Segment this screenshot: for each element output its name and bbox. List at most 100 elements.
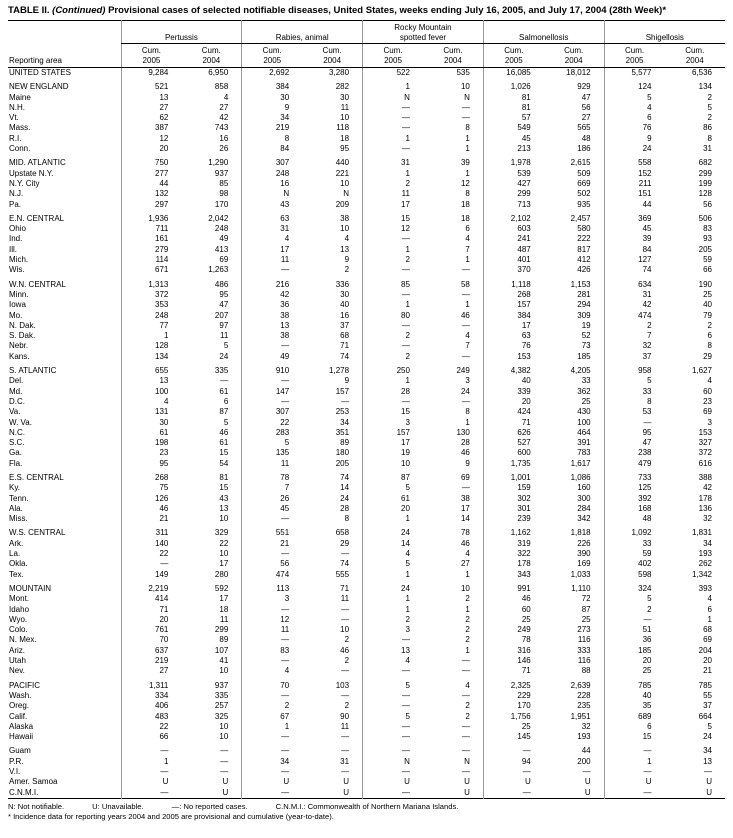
value-cell: 222 [577, 234, 591, 244]
value-cell: 18 [219, 604, 229, 614]
value-cell: 147 [241, 386, 303, 397]
value-cell: — [582, 767, 591, 776]
reporting-area-cell: Kans. [9, 351, 30, 361]
value-cell: 30 [340, 289, 350, 299]
spacer-cell [603, 209, 665, 214]
table-row: N.Y. City 44 85 16 10 2 12 427 669 211 199 [8, 178, 725, 190]
value-cell: 24 [362, 583, 423, 595]
reporting-area-cell: Vt. [9, 113, 19, 123]
value-cell: 180 [335, 448, 350, 458]
value-cell: — [241, 396, 303, 408]
value-cell: 2 [465, 614, 470, 624]
value-cell: 27 [120, 102, 182, 114]
spacer-cell [120, 154, 182, 159]
value-cell: 17 [362, 438, 423, 449]
value-cell: 324 [603, 583, 665, 595]
value-cell: 372 [120, 289, 182, 301]
spacer-cell [120, 362, 182, 367]
value-cell: — [220, 746, 229, 756]
reporting-area-cell: Ky. [9, 483, 20, 493]
value-cell: — [341, 690, 350, 700]
table-row: Utah 219 41 — 2 4 — 146 116 20 20 [8, 656, 725, 667]
value-cell: 93 [703, 234, 712, 244]
value-cell: 483 [120, 711, 182, 722]
spacer-cell [603, 78, 665, 83]
subheader-cell: Cum. 2005 [603, 43, 665, 68]
reporting-area-cell: PACIFIC [9, 680, 40, 690]
reporting-area-cell: C.N.M.I. [9, 787, 39, 797]
value-cell: 14 [362, 538, 423, 550]
spacer-cell [362, 524, 423, 529]
value-cell: 11 [219, 614, 229, 624]
value-cell: — [461, 113, 470, 123]
value-cell: 226 [577, 538, 591, 548]
table-title: TABLE II. (Continued) Provisional cases … [8, 5, 725, 17]
value-cell: 69 [703, 635, 712, 645]
value-cell: 17 [482, 320, 544, 332]
value-cell: 207 [214, 310, 229, 320]
subheader-cell: Cum. 2005 [362, 43, 423, 68]
table-row: Wash. 334 335 — — — — 229 228 40 55 [8, 690, 725, 702]
col-group-shigellosis: Shigellosis [603, 20, 725, 44]
value-cell: — [341, 732, 350, 742]
value-cell: 131 [120, 407, 182, 418]
value-cell: 178 [698, 493, 712, 503]
value-cell: 401 [482, 255, 544, 266]
spacer-cell [603, 742, 665, 747]
subheader-cell: Cum. 2005 [241, 43, 303, 68]
value-cell: — [362, 265, 423, 276]
value-cell: 671 [120, 265, 182, 276]
value-cell: 75 [120, 483, 182, 494]
value-cell: 1,313 [120, 279, 182, 290]
value-cell: 603 [482, 224, 544, 235]
table-row: Calif. 483 325 67 90 5 2 1,756 1,951 689 664 [8, 711, 725, 722]
footnote-incidence-note: * Incidence data for reporting years 200… [8, 811, 334, 821]
value-cell: 6 [465, 224, 470, 234]
value-cell: — [220, 767, 229, 776]
value-cell: 127 [603, 255, 665, 266]
reporting-area-cell: D.C. [9, 396, 25, 406]
value-cell: 555 [335, 569, 350, 579]
value-cell: 43 [241, 199, 303, 210]
value-cell: U [343, 777, 350, 787]
value-cell: 87 [219, 407, 229, 417]
spacer-row [8, 579, 725, 584]
table-title-rest: Provisional cases of selected notifiable… [105, 5, 667, 16]
value-cell: 25 [603, 666, 665, 677]
value-cell: N [464, 756, 470, 766]
value-cell: 1,735 [482, 458, 544, 469]
spacer-cell [241, 524, 303, 529]
spacer-cell [603, 579, 665, 584]
value-cell: 535 [456, 68, 470, 77]
value-cell: — [241, 746, 303, 757]
value-cell: 11 [241, 255, 303, 266]
value-cell: 46 [460, 448, 470, 458]
value-cell: 126 [120, 493, 182, 504]
value-cell: 248 [214, 224, 229, 234]
spacer-cell [362, 209, 423, 214]
value-cell: 25 [482, 614, 544, 626]
spacer-row [8, 468, 725, 473]
value-cell: 6 [603, 721, 665, 733]
spacer-cell [482, 275, 544, 280]
value-cell: 235 [577, 701, 591, 711]
value-cell: 299 [698, 168, 712, 178]
value-cell: 280 [214, 569, 229, 579]
value-cell: — [362, 234, 423, 245]
value-cell: 2 [707, 92, 712, 102]
value-cell: — [241, 635, 303, 646]
value-cell: 1,311 [120, 680, 182, 691]
spacer-cell [241, 154, 303, 159]
value-cell: 1,617 [570, 458, 591, 468]
value-cell: 78 [241, 472, 303, 484]
value-cell: 479 [603, 458, 665, 469]
value-cell: 16,085 [482, 67, 544, 79]
value-cell: 4 [362, 656, 423, 667]
value-cell: 249 [456, 366, 470, 376]
value-cell: 2,615 [570, 158, 591, 168]
value-cell: — [362, 701, 423, 712]
value-cell: 51 [603, 625, 665, 636]
table-row: Ariz. 637 107 83 46 13 1 316 333 185 204 [8, 645, 725, 657]
value-cell: 26 [241, 493, 303, 504]
reporting-area-cell: Tex. [9, 569, 24, 579]
